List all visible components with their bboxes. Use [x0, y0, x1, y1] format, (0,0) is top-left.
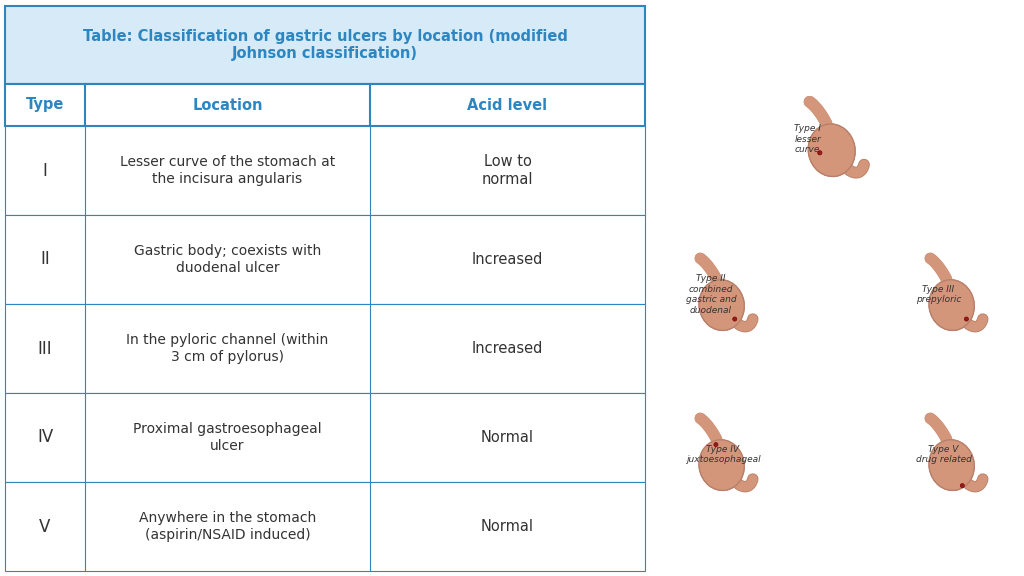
Text: Location: Location	[193, 97, 263, 112]
Text: Type III
prepyloric: Type III prepyloric	[915, 285, 961, 304]
Ellipse shape	[808, 124, 855, 176]
FancyBboxPatch shape	[5, 393, 645, 482]
Text: Proximal gastroesophageal
ulcer: Proximal gastroesophageal ulcer	[133, 422, 322, 453]
Text: Type: Type	[26, 97, 65, 112]
Circle shape	[961, 483, 965, 488]
Ellipse shape	[929, 439, 974, 490]
Text: Table: Classification of gastric ulcers by location (modified
Johnson classifica: Table: Classification of gastric ulcers …	[83, 29, 567, 61]
Text: Type IV
juxtoesophageal: Type IV juxtoesophageal	[685, 445, 760, 464]
Text: Normal: Normal	[481, 430, 534, 445]
Ellipse shape	[699, 280, 744, 331]
Text: Increased: Increased	[472, 341, 543, 356]
Text: Type V
drug related: Type V drug related	[915, 445, 972, 464]
Text: Normal: Normal	[481, 519, 534, 534]
Circle shape	[714, 442, 718, 446]
Ellipse shape	[699, 280, 744, 331]
Text: Type I
lesser
curve: Type I lesser curve	[795, 124, 821, 154]
Text: II: II	[40, 251, 50, 268]
Text: Acid level: Acid level	[467, 97, 548, 112]
FancyBboxPatch shape	[5, 6, 645, 84]
Ellipse shape	[929, 280, 974, 331]
Ellipse shape	[929, 439, 974, 490]
Ellipse shape	[929, 280, 974, 331]
Circle shape	[818, 151, 822, 155]
FancyBboxPatch shape	[5, 482, 645, 571]
Text: III: III	[38, 339, 52, 358]
Text: Gastric body; coexists with
duodenal ulcer: Gastric body; coexists with duodenal ulc…	[134, 244, 322, 275]
Text: In the pyloric channel (within
3 cm of pylorus): In the pyloric channel (within 3 cm of p…	[126, 334, 329, 363]
Ellipse shape	[699, 439, 744, 490]
Text: Low to
normal: Low to normal	[481, 154, 534, 187]
FancyBboxPatch shape	[5, 215, 645, 304]
Text: Lesser curve of the stomach at
the incisura angularis: Lesser curve of the stomach at the incis…	[120, 156, 335, 185]
Text: IV: IV	[37, 429, 53, 446]
Ellipse shape	[699, 439, 744, 490]
Text: V: V	[39, 517, 50, 536]
Text: I: I	[43, 161, 47, 180]
Circle shape	[733, 317, 737, 321]
Ellipse shape	[808, 124, 855, 176]
Text: Anywhere in the stomach
(aspirin/NSAID induced): Anywhere in the stomach (aspirin/NSAID i…	[139, 511, 316, 541]
Text: Increased: Increased	[472, 252, 543, 267]
Circle shape	[965, 317, 969, 321]
FancyBboxPatch shape	[5, 84, 645, 126]
FancyBboxPatch shape	[5, 126, 645, 215]
Text: Type II
combined
gastric and
duodenal: Type II combined gastric and duodenal	[685, 274, 736, 314]
FancyBboxPatch shape	[5, 304, 645, 393]
